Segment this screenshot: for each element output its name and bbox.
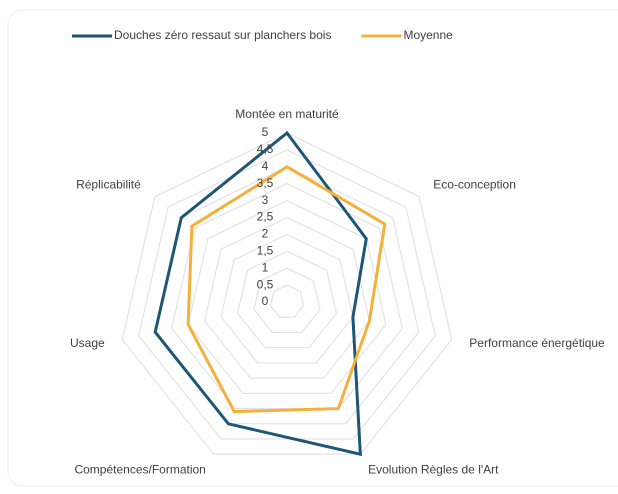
legend-label: Moyenne — [403, 28, 453, 42]
card — [7, 9, 618, 487]
tick-label: 1,5 — [257, 243, 274, 257]
grid-line — [220, 233, 354, 364]
grid-line — [187, 200, 387, 394]
series-line — [153, 130, 368, 457]
tick-label: 4,5 — [257, 142, 274, 156]
grid-line — [269, 284, 305, 318]
tick-label: 5 — [262, 125, 269, 139]
category-label: Eco-conception — [433, 178, 516, 192]
category-label: Réplicabilité — [76, 178, 141, 192]
grid-line — [138, 149, 436, 440]
legend-label: Douches zéro ressaut sur planchers bois — [114, 28, 331, 42]
category-label: Montée en maturité — [235, 107, 339, 121]
tick-label: 2 — [262, 227, 269, 241]
grid-line — [204, 216, 370, 379]
grid-line — [121, 132, 453, 455]
category-label: Evolution Règles de l'Art — [368, 463, 499, 477]
tick-label: 3 — [262, 193, 269, 207]
grid-line — [253, 267, 321, 333]
tick-label: 2,5 — [257, 210, 274, 224]
tick-label: 4 — [262, 159, 269, 173]
category-label: Performance énergétique — [469, 336, 605, 350]
grid-line — [237, 250, 337, 349]
category-label: Usage — [70, 336, 105, 350]
tick-label: 0,5 — [257, 277, 274, 291]
series-line — [186, 165, 387, 414]
tick-label: 1 — [262, 260, 269, 274]
tick-label: 3,5 — [257, 176, 274, 190]
tick-label: 0 — [262, 294, 269, 308]
category-label: Compétences/Formation — [74, 463, 205, 477]
